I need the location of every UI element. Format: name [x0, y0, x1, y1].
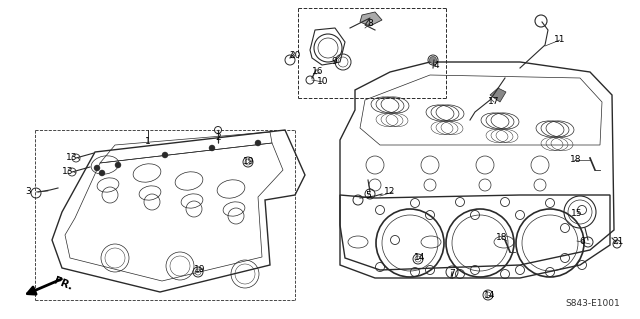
- Text: 6: 6: [579, 236, 585, 246]
- Text: 21: 21: [612, 238, 624, 247]
- Text: 11: 11: [554, 35, 566, 44]
- Text: 18: 18: [570, 155, 582, 165]
- Text: 15: 15: [572, 209, 583, 218]
- Circle shape: [162, 152, 168, 158]
- Text: 14: 14: [414, 254, 426, 263]
- Text: 5: 5: [365, 190, 371, 199]
- Text: 10: 10: [317, 78, 329, 86]
- Text: 19: 19: [195, 265, 205, 275]
- Text: FR.: FR.: [52, 276, 74, 292]
- Text: 13: 13: [62, 167, 74, 176]
- Circle shape: [94, 165, 100, 171]
- Text: 4: 4: [433, 62, 439, 70]
- Text: 8: 8: [367, 19, 373, 28]
- Text: 13: 13: [67, 153, 77, 162]
- Text: 18: 18: [496, 234, 508, 242]
- Circle shape: [429, 56, 436, 63]
- Circle shape: [115, 162, 121, 168]
- Text: 2: 2: [215, 133, 221, 143]
- Text: S843-E1001: S843-E1001: [565, 299, 620, 308]
- Polygon shape: [360, 12, 382, 26]
- Circle shape: [99, 170, 105, 176]
- Text: 9: 9: [331, 57, 337, 66]
- Circle shape: [255, 140, 261, 146]
- Text: 20: 20: [289, 50, 301, 60]
- Text: 1: 1: [145, 137, 151, 146]
- Text: 7: 7: [449, 269, 455, 278]
- Circle shape: [209, 145, 215, 151]
- Polygon shape: [490, 88, 506, 102]
- Text: 12: 12: [384, 188, 396, 197]
- Text: 16: 16: [312, 68, 324, 77]
- Text: 17: 17: [488, 98, 500, 107]
- Text: 3: 3: [25, 188, 31, 197]
- Text: 19: 19: [243, 158, 255, 167]
- Text: 14: 14: [484, 291, 496, 300]
